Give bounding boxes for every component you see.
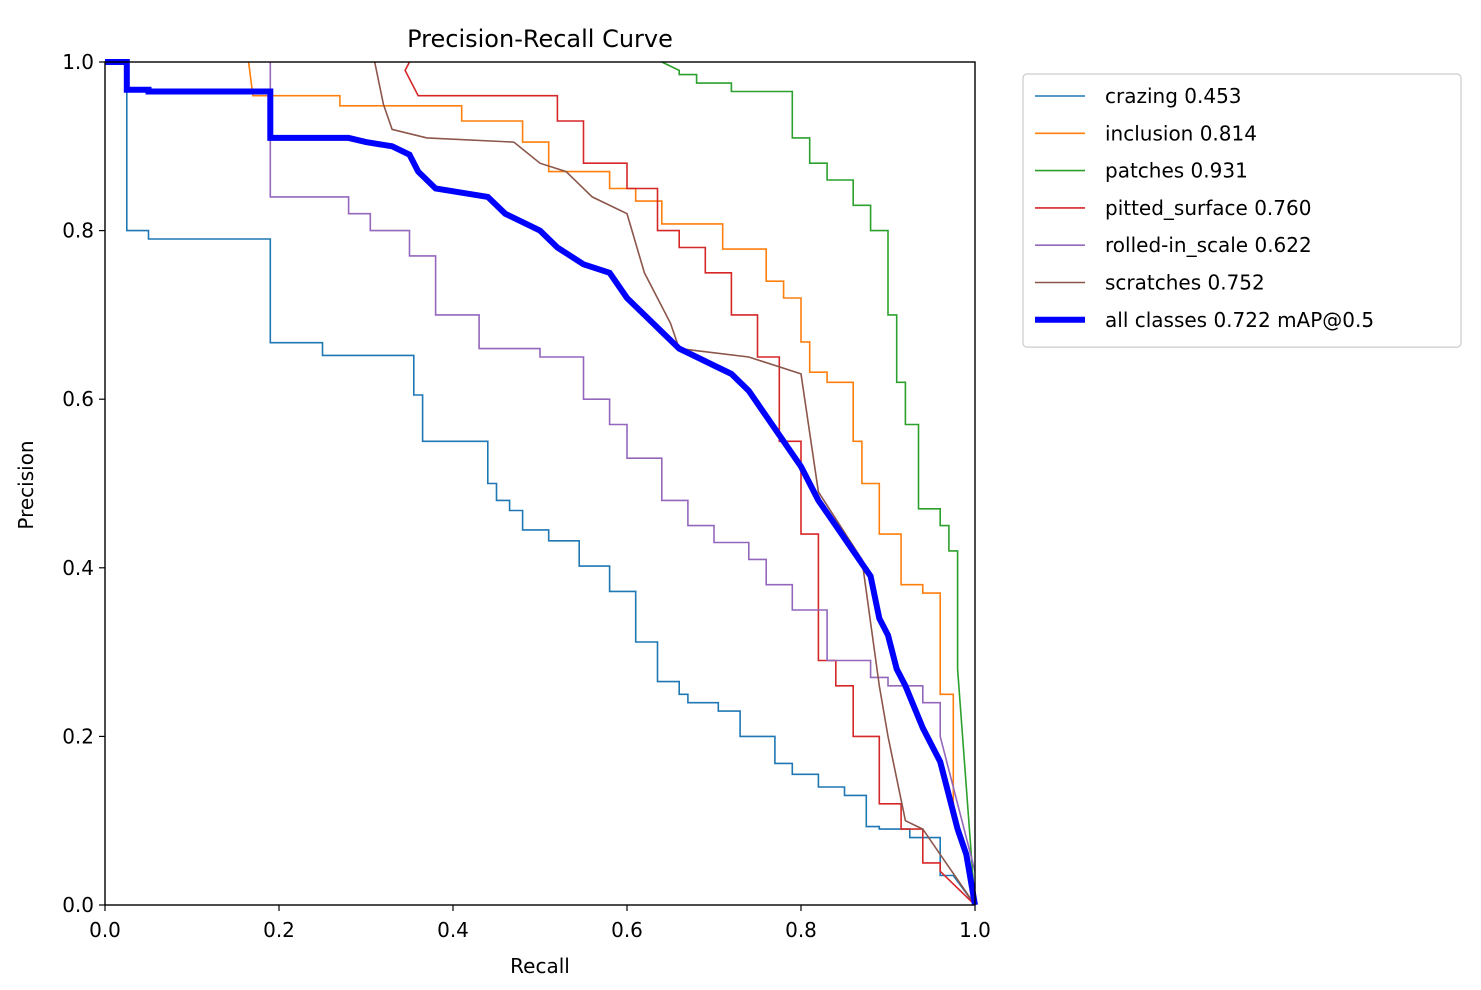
plot-frame — [104, 61, 976, 906]
legend-label-5: scratches 0.752 — [1105, 271, 1265, 295]
y-tick-label: 0.6 — [62, 387, 94, 411]
series-line-4 — [269, 62, 976, 872]
series-line-1 — [247, 61, 976, 889]
x-tick-label: 0.0 — [89, 918, 121, 942]
x-tick-label: 0.2 — [263, 918, 295, 942]
x-tick-label: 0.8 — [785, 918, 817, 942]
chart-title: Precision-Recall Curve — [407, 25, 673, 53]
series-line-6 — [105, 59, 978, 906]
legend-label-0: crazing 0.453 — [1105, 84, 1242, 108]
series-line-3 — [404, 61, 976, 906]
legend-label-1: inclusion 0.814 — [1105, 121, 1257, 145]
x-tick-label: 1.0 — [959, 918, 991, 942]
legend-label-4: rolled-in_scale 0.622 — [1105, 233, 1312, 257]
legend: crazing 0.453 inclusion 0.814 patches 0.93… — [1022, 73, 1462, 348]
legend-label-2: patches 0.931 — [1105, 159, 1248, 183]
series-line-2 — [661, 61, 976, 906]
x-tick-label: 0.6 — [611, 918, 643, 942]
y-tick-label: 0.2 — [62, 724, 94, 748]
series-line-0 — [105, 61, 976, 906]
legend-box — [1022, 73, 1462, 348]
legend-label-3: pitted_surface 0.760 — [1105, 196, 1311, 220]
x-axis-label: Recall — [510, 954, 570, 978]
series-line-5 — [373, 61, 976, 906]
plot-area: 0.0 0.2 0.4 0.6 0.8 1.0 0.0 0.2 0.4 0.6 0.8 1.0 — [62, 50, 991, 942]
legend-label-6: all classes 0.722 mAP@0.5 — [1105, 308, 1374, 332]
x-tick-label: 0.4 — [437, 918, 469, 942]
y-axis-label: Precision — [14, 440, 38, 529]
y-tick-label: 0.8 — [62, 219, 94, 243]
series-group — [105, 59, 978, 906]
y-tick-label: 0.0 — [62, 893, 94, 917]
y-tick-label: 1.0 — [62, 50, 94, 74]
y-tick-label: 0.4 — [62, 556, 94, 580]
